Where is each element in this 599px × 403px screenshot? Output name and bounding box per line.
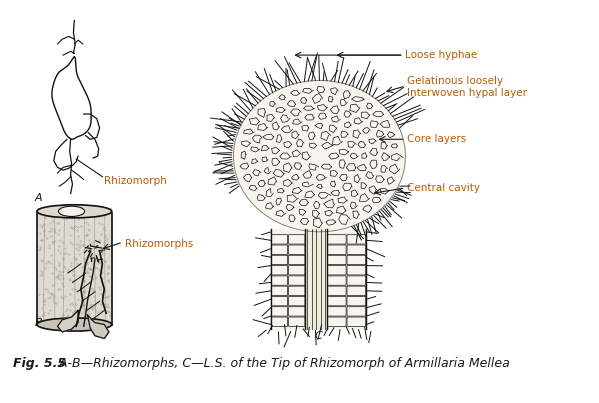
Text: Loose hyphae: Loose hyphae — [406, 50, 478, 60]
Text: Rhizomorphs: Rhizomorphs — [125, 239, 193, 249]
Polygon shape — [305, 229, 327, 329]
Polygon shape — [327, 229, 366, 329]
Text: C: C — [314, 330, 322, 341]
Bar — [37, 208, 112, 324]
Polygon shape — [58, 310, 78, 332]
Text: A-B—Rhizomorphs, C—L.S. of the Tip of Rhizomorph of Armillaria Mellea: A-B—Rhizomorphs, C—L.S. of the Tip of Rh… — [55, 357, 510, 370]
Polygon shape — [271, 229, 305, 329]
Ellipse shape — [37, 205, 112, 218]
Ellipse shape — [59, 206, 84, 216]
Text: Rhizomorph: Rhizomorph — [104, 177, 167, 187]
Text: A: A — [35, 193, 43, 203]
Polygon shape — [234, 81, 406, 232]
Text: Interwoven hypal layer: Interwoven hypal layer — [407, 87, 527, 98]
Polygon shape — [87, 315, 109, 339]
Text: Central cavity: Central cavity — [407, 183, 480, 193]
Text: Core layers: Core layers — [407, 134, 467, 144]
Ellipse shape — [37, 318, 112, 331]
Text: Fig. 5.5: Fig. 5.5 — [13, 357, 66, 370]
Text: Gelatinous loosely: Gelatinous loosely — [407, 76, 504, 86]
Text: B: B — [35, 318, 43, 328]
